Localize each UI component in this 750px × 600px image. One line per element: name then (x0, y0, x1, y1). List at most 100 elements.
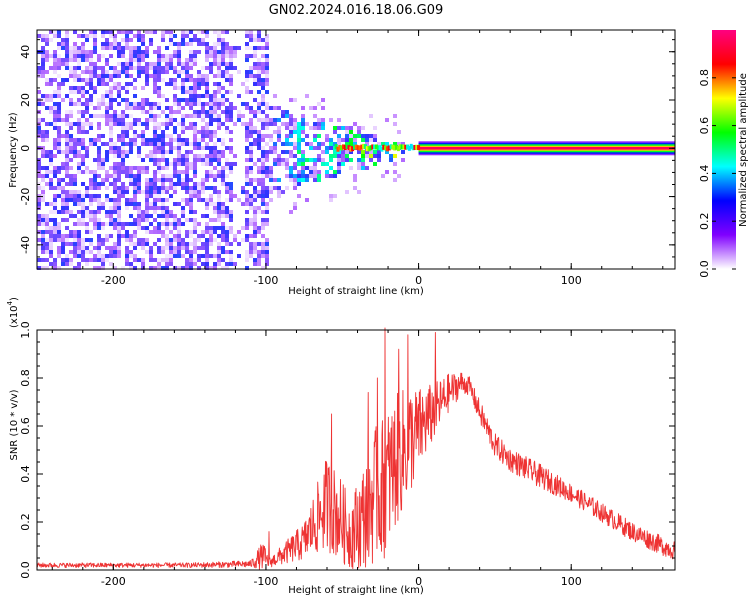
heatmap-cell (125, 42, 129, 46)
heatmap-cell (221, 230, 225, 234)
heatmap-cell (57, 230, 61, 234)
heatmap-cell (73, 238, 77, 242)
heatmap-cell (241, 238, 245, 242)
heatmap-cell (61, 46, 65, 50)
heatmap-cell (189, 74, 193, 78)
heatmap-cell (141, 50, 145, 54)
heatmap-cell (53, 194, 57, 198)
heatmap-cell (169, 66, 173, 70)
heatmap-cell (153, 210, 157, 214)
heatmap-cell (289, 210, 293, 214)
heatmap-cell (61, 190, 65, 194)
heatmap-cell (153, 146, 157, 150)
heatmap-cell (49, 238, 53, 242)
heatmap-cell (69, 50, 73, 54)
heatmap-cell (185, 126, 189, 130)
heatmap-cell (37, 218, 41, 222)
heatmap-cell (37, 70, 41, 74)
heatmap-cell (109, 34, 113, 38)
heatmap-cell (45, 82, 49, 86)
heatmap-cell (237, 70, 241, 74)
heatmap-cell (133, 258, 137, 262)
heatmap-cell (257, 138, 261, 142)
heatmap-cell (85, 118, 89, 122)
heatmap-cell (261, 194, 265, 198)
heatmap-cell (161, 178, 165, 182)
heatmap-cell (209, 94, 213, 98)
heatmap-cell (229, 230, 233, 234)
heatmap-cell (337, 154, 341, 158)
heatmap-cell (125, 230, 129, 234)
heatmap-cell (97, 134, 101, 138)
heatmap-cell (317, 118, 321, 122)
heatmap-cell (205, 146, 209, 150)
heatmap-cell (93, 66, 97, 70)
heatmap-cell (181, 122, 185, 126)
heatmap-cell (349, 166, 353, 170)
heatmap-cell (61, 42, 65, 46)
heatmap-cell (169, 178, 173, 182)
heatmap-cell (205, 238, 209, 242)
heatmap-cell (189, 186, 193, 190)
heatmap-cell (189, 106, 193, 110)
heatmap-cell (65, 158, 69, 162)
heatmap-cell (125, 234, 129, 238)
heatmap-cell (137, 178, 141, 182)
heatmap-cell (225, 210, 229, 214)
heatmap-cell (157, 54, 161, 58)
heatmap-cell (69, 138, 73, 142)
heatmap-cell (249, 242, 253, 246)
heatmap-cell (373, 126, 377, 130)
heatmap-cell (89, 186, 93, 190)
heatmap-cell (249, 222, 253, 226)
heatmap-cell (37, 194, 41, 198)
heatmap-cell (129, 234, 133, 238)
heatmap-cell (221, 142, 225, 146)
heatmap-cell (197, 78, 201, 82)
heatmap-cell (189, 218, 193, 222)
heatmap-cell (105, 174, 109, 178)
heatmap-cell (189, 178, 193, 182)
heatmap-cell (81, 130, 85, 134)
heatmap-cell (185, 198, 189, 202)
heatmap-cell (213, 134, 217, 138)
heatmap-cell (165, 254, 169, 258)
heatmap-cell (69, 150, 73, 154)
heatmap-cell (65, 154, 69, 158)
heatmap-cell (65, 94, 69, 98)
heatmap-cell (49, 98, 53, 102)
heatmap-cell (261, 146, 265, 150)
heatmap-cell (53, 142, 57, 146)
heatmap-cell (105, 62, 109, 66)
colorbar-tick-label: 0.2 (698, 212, 711, 230)
heatmap-cell (185, 150, 189, 154)
heatmap-cell (173, 166, 177, 170)
heatmap-cell (117, 74, 121, 78)
heatmap-cell (169, 62, 173, 66)
heatmap-cell (65, 130, 69, 134)
heatmap-cell (177, 154, 181, 158)
heatmap-cell (337, 158, 341, 162)
heatmap-cell (117, 238, 121, 242)
heatmap-cell (313, 174, 317, 178)
heatmap-cell (117, 154, 121, 158)
heatmap-cell (73, 242, 77, 246)
heatmap-cell (317, 122, 321, 126)
heatmap-cell (69, 166, 73, 170)
heatmap-cell (217, 126, 221, 130)
heatmap-cell (329, 138, 333, 142)
heatmap-cell (169, 106, 173, 110)
heatmap-cell (41, 134, 45, 138)
heatmap-cell (221, 258, 225, 262)
heatmap-cell (165, 266, 169, 270)
heatmap-cell (265, 34, 269, 38)
heatmap-cell (245, 194, 249, 198)
heatmap-cell (85, 122, 89, 126)
spectral-line-segment (352, 144, 356, 150)
heatmap-cell (161, 210, 165, 214)
heatmap-cell (301, 126, 305, 130)
heatmap-cell (241, 122, 245, 126)
heatmap-cell (353, 142, 357, 146)
heatmap-cell (165, 258, 169, 262)
heatmap-cell (213, 42, 217, 46)
